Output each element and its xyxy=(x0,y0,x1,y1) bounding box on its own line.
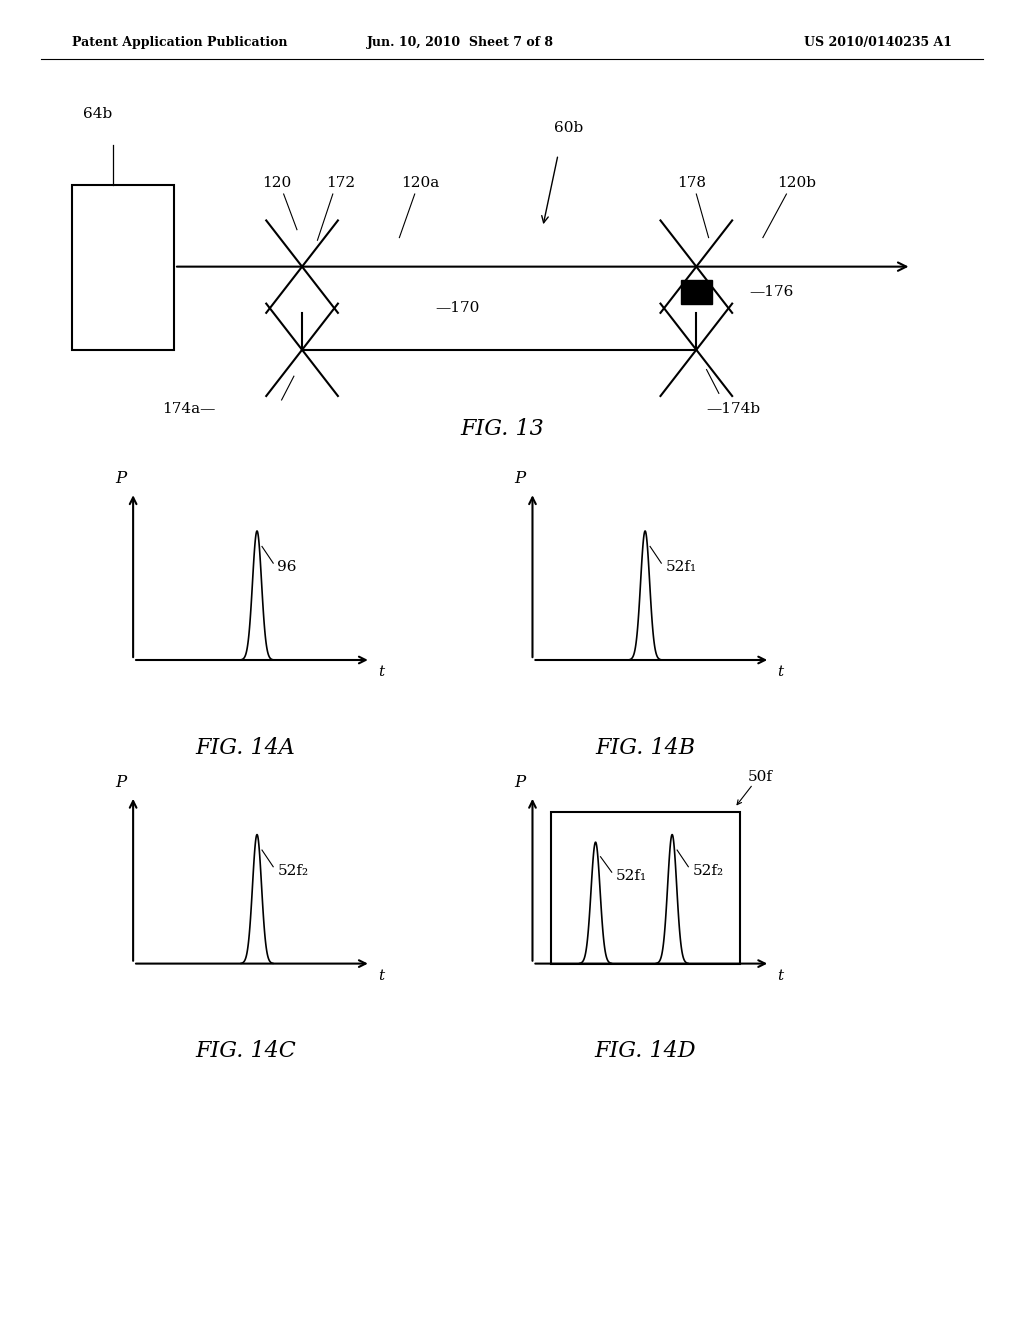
Bar xyxy=(72,185,174,350)
Bar xyxy=(551,812,739,964)
Text: 178: 178 xyxy=(677,176,706,190)
Text: FIG. 13: FIG. 13 xyxy=(460,418,544,440)
Text: —176: —176 xyxy=(750,285,794,298)
Text: 96: 96 xyxy=(278,560,297,574)
Text: t: t xyxy=(378,969,384,983)
Text: FIG. 14A: FIG. 14A xyxy=(196,737,296,759)
Text: —170: —170 xyxy=(435,301,479,315)
Text: US 2010/0140235 A1: US 2010/0140235 A1 xyxy=(804,36,952,49)
Text: 52f₂: 52f₂ xyxy=(278,863,308,878)
Text: t: t xyxy=(378,665,384,680)
Text: P: P xyxy=(515,774,525,791)
Text: 64b: 64b xyxy=(83,107,112,121)
Text: 52f₁: 52f₁ xyxy=(615,869,647,883)
Text: 120: 120 xyxy=(262,176,291,190)
Bar xyxy=(681,280,712,304)
Text: P: P xyxy=(116,470,126,487)
Text: t: t xyxy=(777,665,783,680)
Text: 52f₁: 52f₁ xyxy=(666,560,696,574)
Text: 50f: 50f xyxy=(748,770,773,784)
Text: Patent Application Publication: Patent Application Publication xyxy=(72,36,287,49)
Text: 172: 172 xyxy=(327,176,355,190)
Text: P: P xyxy=(116,774,126,791)
Text: 52f₂: 52f₂ xyxy=(692,863,724,878)
Text: FIG. 14C: FIG. 14C xyxy=(196,1040,296,1063)
Text: FIG. 14D: FIG. 14D xyxy=(594,1040,696,1063)
Text: P: P xyxy=(515,470,525,487)
Text: —174b: —174b xyxy=(707,403,761,416)
Text: 174a—: 174a— xyxy=(162,403,215,416)
Text: FIG. 14B: FIG. 14B xyxy=(595,737,695,759)
Text: t: t xyxy=(777,969,783,983)
Text: 60b: 60b xyxy=(554,120,583,135)
Text: Jun. 10, 2010  Sheet 7 of 8: Jun. 10, 2010 Sheet 7 of 8 xyxy=(368,36,554,49)
Text: 120a: 120a xyxy=(400,176,439,190)
Text: 120b: 120b xyxy=(777,176,816,190)
